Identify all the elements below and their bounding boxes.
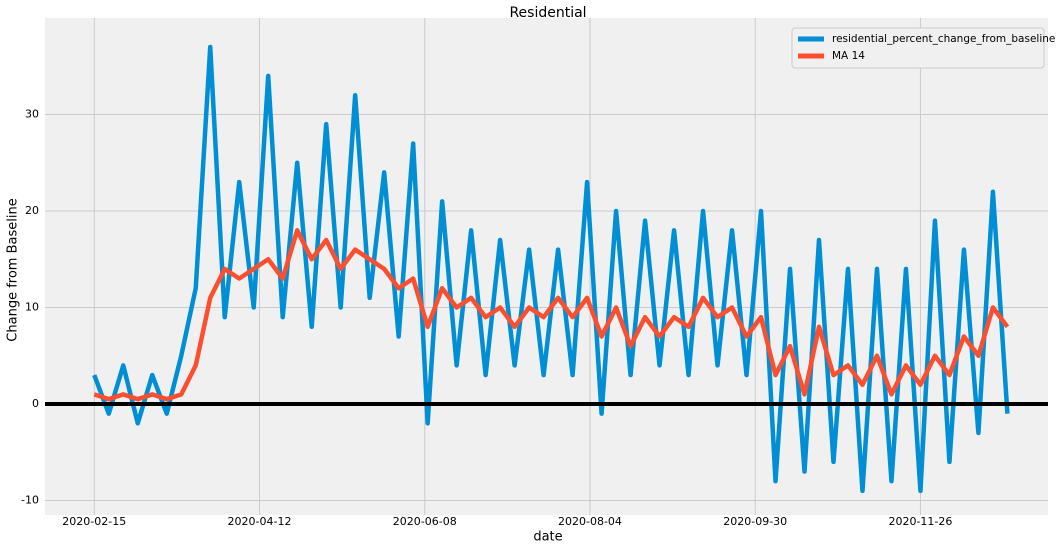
legend: residential_percent_change_from_baseline… (791, 27, 1055, 69)
x-tick-label: 2020-11-26 (888, 515, 952, 528)
series-line (92, 44, 1010, 494)
x-tick-label: 2020-09-30 (723, 515, 787, 528)
y-tick-label: 30 (25, 108, 39, 121)
legend-label: residential_percent_change_from_baseline (832, 33, 1055, 45)
legend-box (791, 27, 1045, 69)
x-tick-label: 2020-06-08 (393, 515, 457, 528)
legend-label: MA 14 (832, 50, 865, 62)
y-tick-label: -10 (21, 494, 39, 507)
y-tick-label: 20 (25, 204, 39, 217)
x-axis-label: date (533, 530, 562, 545)
series-line (93, 228, 1010, 402)
y-tick-label: 10 (25, 301, 39, 314)
lines (45, 44, 1048, 494)
x-tick-label: 2020-02-15 (62, 515, 126, 528)
x-tick-label: 2020-04-12 (228, 515, 292, 528)
y-axis-label: Change from Baseline (6, 198, 21, 341)
y-tick-label: 0 (32, 397, 39, 410)
chart-title: Residential (509, 5, 586, 21)
x-tick-label: 2020-08-04 (558, 515, 622, 528)
